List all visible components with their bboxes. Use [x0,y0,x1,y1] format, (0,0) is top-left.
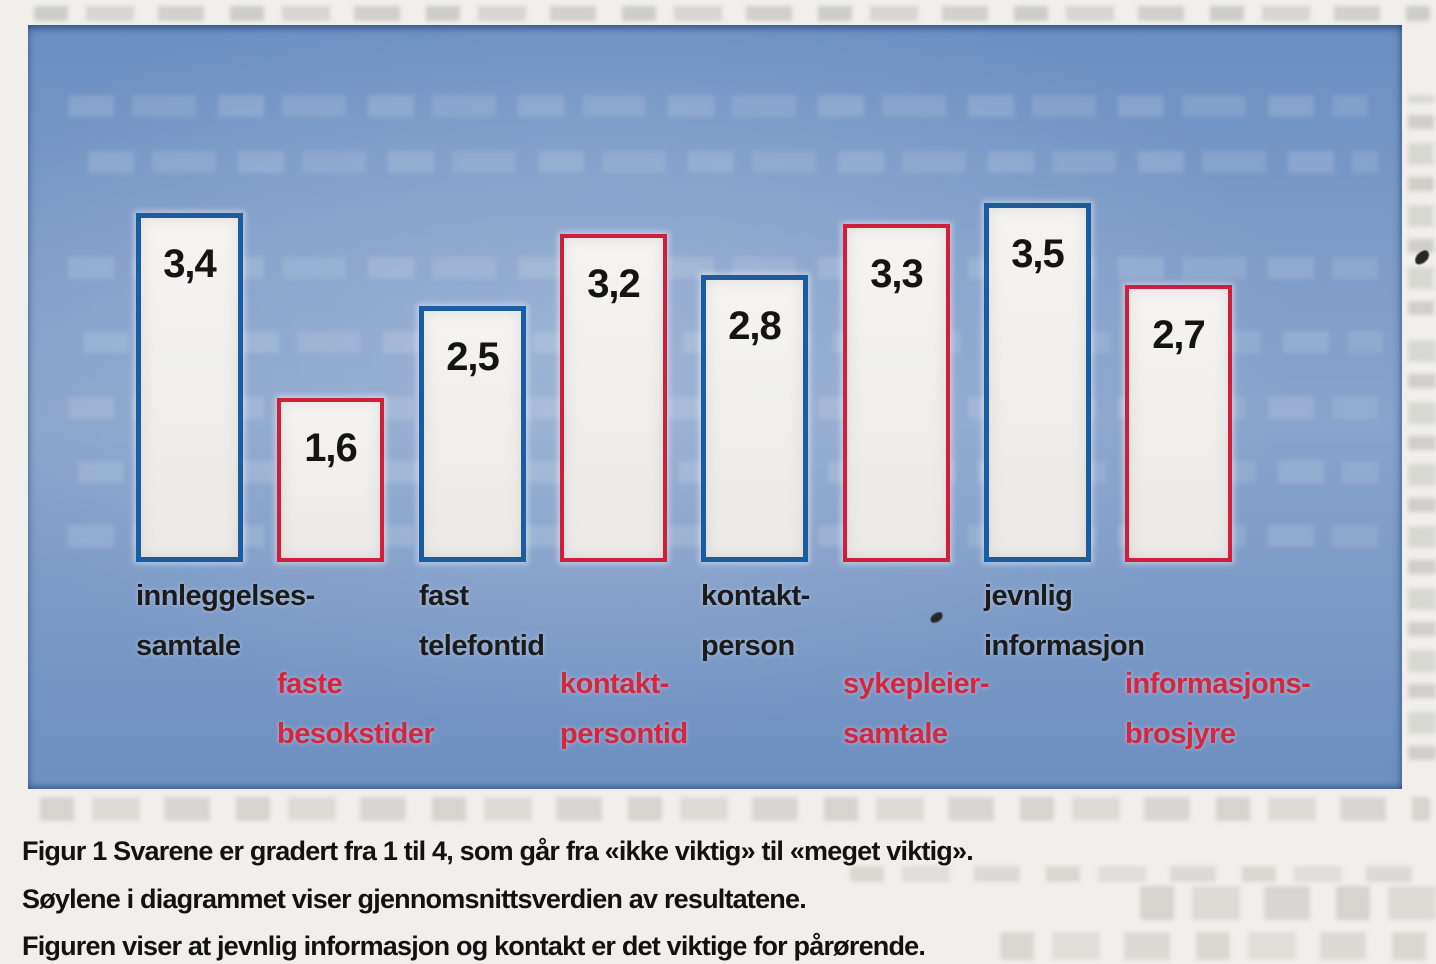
category-label-kontaktperson: kontakt- person [701,580,810,662]
category-label-jevnlig informasjon: jevnlig informasjon [984,580,1145,662]
bar-kontaktpersontid: 3,2 [560,234,667,562]
category-label-kontaktpersontid: kontakt- persontid [560,668,688,750]
bleedthrough-text-top [34,6,1430,21]
figure-caption-line-3: Figuren viser at jevnlig informasjon og … [22,931,926,961]
bar-faste besokstider: 1,6 [277,398,384,562]
category-label-innleggelsessamtale: innleggelses- samtale [136,580,315,662]
bar-value-label: 3,5 [1011,232,1065,276]
bar-innleggelsessamtale: 3,4 [136,213,243,562]
bar-informasjonsbrosjyre: 2,7 [1125,285,1232,562]
bar-value-label: 3,3 [870,252,924,296]
bar-sykepleiersamtale: 3,3 [843,224,950,562]
category-label-sykepleiersamtale: sykepleier- samtale [843,668,990,750]
bar-value-label: 2,8 [728,304,782,348]
bleedthrough-text-right-margin-2 [1408,330,1436,760]
bleedthrough-text-in-panel [68,95,1368,117]
category-label-informasjonsbrosjyre: informasjons- brosjyre [1125,668,1311,750]
bar-value-label: 1,6 [304,426,358,470]
category-label-faste besokstider: faste besokstider [277,668,435,750]
bar-jevnlig informasjon: 3,5 [984,203,1091,562]
bleedthrough-text-caption-gap [850,866,1436,882]
category-label-fast telefontid: fast telefontid [419,580,545,662]
bar-value-label: 2,7 [1152,313,1206,357]
bleedthrough-text-in-panel [88,151,1378,173]
figure-caption-line-1: Figur 1 Svarene er gradert fra 1 til 4, … [22,836,974,866]
bleedthrough-text-caption-right-2 [1000,932,1436,960]
bleedthrough-text-right-margin-1 [1408,95,1434,315]
bar-value-label: 3,4 [163,242,217,286]
bleedthrough-text-caption-right-1 [1140,886,1436,920]
figure-caption-line-2: Søylene i diagrammet viser gjennomsnitts… [22,884,807,914]
bar-fast telefontid: 2,5 [419,306,526,562]
bar-value-label: 3,2 [587,262,641,306]
bar-value-label: 2,5 [446,335,500,379]
bar-kontaktperson: 2,8 [701,275,808,562]
bleedthrough-text-below-panel [40,797,1430,821]
